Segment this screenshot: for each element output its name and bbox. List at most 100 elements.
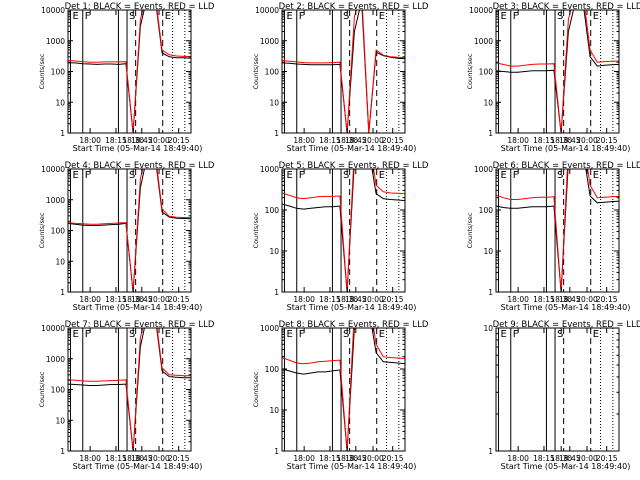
x-tick-label: 18:45 — [345, 454, 367, 463]
x-axis-label: Start Time (05-Mar-14 18:49:40) — [501, 303, 631, 312]
x-tick-label: 18:45 — [131, 295, 153, 304]
x-tick-label: 18:45 — [345, 295, 367, 304]
x-tick-label: 18:00 — [79, 454, 101, 463]
event-marker: F — [513, 11, 519, 22]
y-tick-label: 10 — [269, 247, 279, 256]
y-tick-label: 10 — [483, 324, 493, 333]
x-tick-label: 20:15 — [168, 136, 190, 145]
x-axis-label: Start Time (05-Mar-14 18:49:40) — [73, 462, 203, 471]
x-tick-label: 20:00 — [576, 454, 598, 463]
event-marker: E — [165, 329, 171, 340]
event-marker: F — [85, 11, 91, 22]
lld-series — [496, 10, 619, 133]
y-tick-label: 10 — [55, 257, 65, 266]
y-tick-label: 1000 — [260, 324, 279, 333]
x-tick-label: 20:00 — [148, 295, 170, 304]
event-marker: E — [500, 329, 506, 340]
y-tick-label: 10000 — [255, 6, 279, 15]
event-marker: S — [343, 329, 349, 340]
x-tick-label: 18:15 — [319, 295, 341, 304]
panel-det-9: Det 9: BLACK = Events, RED = LLD Start Ti… — [483, 320, 640, 471]
x-tick-label: 18:15 — [533, 454, 555, 463]
y-tick-label: 100 — [51, 227, 66, 236]
y-tick-label: 10000 — [41, 324, 65, 333]
x-tick-label: 18:30 — [122, 295, 144, 304]
y-tick-label: 100 — [479, 68, 494, 77]
x-tick-label: 18:30 — [336, 136, 358, 145]
y-tick-label: 1 — [274, 288, 279, 297]
x-tick-label: 18:00 — [293, 295, 315, 304]
event-marker: F — [85, 170, 91, 181]
lld-series — [68, 10, 191, 133]
x-tick-label: 18:30 — [336, 295, 358, 304]
x-axis-label: Start Time (05-Mar-14 18:49:40) — [73, 144, 203, 153]
x-axis-label: Start Time (05-Mar-14 18:49:40) — [501, 144, 631, 153]
event-marker: S — [129, 329, 135, 340]
y-tick-label: 1 — [274, 129, 279, 138]
y-tick-label: 1000 — [46, 196, 65, 205]
y-tick-label: 1 — [60, 288, 65, 297]
y-tick-label: 1000 — [260, 165, 279, 174]
event-marker: E — [593, 11, 599, 22]
panel-title: Det 7: BLACK = Events, RED = LLD — [65, 320, 215, 330]
x-tick-label: 18:00 — [79, 295, 101, 304]
lld-series — [282, 328, 405, 451]
x-tick-label: 18:00 — [293, 454, 315, 463]
y-tick-label: 1000 — [474, 165, 493, 174]
x-tick-label: 18:45 — [131, 454, 153, 463]
x-tick-label: 18:00 — [507, 454, 529, 463]
event-marker: F — [299, 329, 305, 340]
event-marker: E — [500, 11, 506, 22]
x-tick-label: 20:15 — [382, 454, 404, 463]
y-axis-label: Counts/sec — [38, 371, 46, 407]
y-tick-label: 1000 — [46, 37, 65, 46]
x-tick-label: 18:15 — [105, 295, 127, 304]
event-marker: E — [379, 11, 385, 22]
x-axis-label: Start Time (05-Mar-14 18:49:40) — [501, 462, 631, 471]
x-tick-label: 18:30 — [550, 295, 572, 304]
x-tick-label: 18:45 — [131, 136, 153, 145]
panel-det-4: Det 4: BLACK = Events, RED = LLD Start Ti… — [38, 161, 215, 312]
y-tick-label: 1000 — [260, 37, 279, 46]
y-tick-label: 1000 — [474, 37, 493, 46]
panel-det-1: Det 1: BLACK = Events, RED = LLD Start Ti… — [38, 2, 215, 153]
panel-title: Det 1: BLACK = Events, RED = LLD — [65, 2, 215, 12]
x-tick-label: 20:00 — [576, 295, 598, 304]
event-marker: E — [72, 329, 78, 340]
panel-title: Det 6: BLACK = Events, RED = LLD — [493, 161, 640, 171]
panel-title: Det 8: BLACK = Events, RED = LLD — [279, 320, 429, 330]
x-tick-label: 20:00 — [362, 136, 384, 145]
event-marker: E — [286, 170, 292, 181]
x-tick-label: 18:30 — [550, 136, 572, 145]
lld-series — [282, 10, 405, 133]
x-tick-label: 20:15 — [168, 454, 190, 463]
panel-title: Det 4: BLACK = Events, RED = LLD — [65, 161, 215, 171]
y-tick-label: 100 — [479, 206, 494, 215]
lld-series — [68, 169, 191, 292]
panel-title: Det 2: BLACK = Events, RED = LLD — [279, 2, 429, 12]
x-tick-label: 18:15 — [105, 454, 127, 463]
event-marker: F — [299, 11, 305, 22]
y-tick-label: 1 — [488, 129, 493, 138]
event-marker: E — [379, 170, 385, 181]
y-tick-label: 1000 — [46, 355, 65, 364]
x-axis-label: Start Time (05-Mar-14 18:49:40) — [287, 144, 417, 153]
x-tick-label: 18:15 — [533, 136, 555, 145]
x-tick-label: 20:00 — [576, 136, 598, 145]
panel-det-7: Det 7: BLACK = Events, RED = LLD Start Ti… — [38, 320, 215, 471]
x-tick-label: 18:15 — [533, 295, 555, 304]
x-tick-label: 20:15 — [596, 136, 618, 145]
y-axis-label: Counts/sec — [466, 53, 474, 89]
x-tick-label: 18:00 — [507, 295, 529, 304]
event-marker: F — [513, 170, 519, 181]
event-marker: S — [129, 170, 135, 181]
panel-det-2: Det 2: BLACK = Events, RED = LLD Start Ti… — [252, 2, 429, 153]
event-marker: S — [557, 11, 563, 22]
event-marker: E — [72, 170, 78, 181]
event-marker: E — [286, 11, 292, 22]
x-axis-label: Start Time (05-Mar-14 18:49:40) — [73, 303, 203, 312]
x-tick-label: 18:15 — [319, 454, 341, 463]
x-tick-label: 18:45 — [559, 136, 581, 145]
x-tick-label: 18:00 — [293, 136, 315, 145]
